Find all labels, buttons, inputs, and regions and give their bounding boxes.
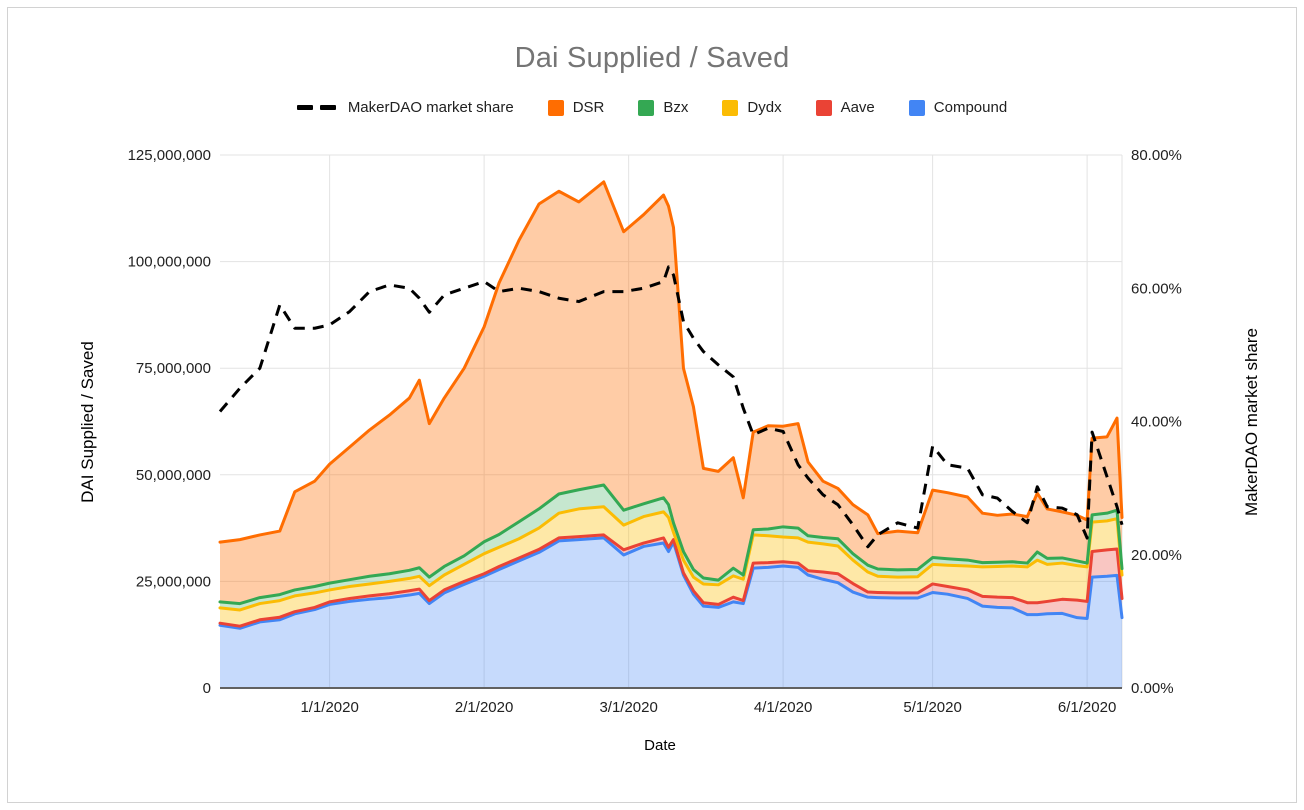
y-axis-right-title: MakerDAO market share bbox=[1242, 328, 1261, 516]
area-fill-compound bbox=[220, 537, 1122, 688]
legend-item-compound[interactable]: Compound bbox=[908, 99, 1008, 116]
y-left-tick-label: 100,000,000 bbox=[128, 254, 211, 271]
x-tick-label: 4/1/2020 bbox=[754, 699, 812, 716]
y-left-tick-label: 50,000,000 bbox=[136, 467, 211, 484]
y-left-tick-label: 75,000,000 bbox=[136, 360, 211, 377]
area-line-compound bbox=[218, 536, 1124, 630]
y-right-tick-label: 80.00% bbox=[1131, 147, 1182, 164]
legend-label: DSR bbox=[572, 99, 605, 116]
area-line-bzx bbox=[218, 483, 1124, 606]
y-left-tick-label: 125,000,000 bbox=[128, 147, 211, 164]
y-left-tick-label: 0 bbox=[203, 680, 211, 697]
legend-item-dsr[interactable]: DSR bbox=[547, 99, 605, 116]
chart-legend: MakerDAO market share DSR Bzx Dydx Aave Compo… bbox=[0, 99, 1304, 116]
y-right-tick-label: 0.00% bbox=[1131, 680, 1174, 697]
series-swatch-icon bbox=[815, 99, 832, 116]
dashed-line-marker-icon bbox=[296, 105, 336, 110]
legend-label: Dydx bbox=[747, 99, 782, 116]
series-swatch-icon bbox=[638, 99, 655, 116]
y-right-tick-label: 20.00% bbox=[1131, 547, 1182, 564]
legend-label: Compound bbox=[933, 99, 1008, 116]
x-axis-title: Date bbox=[644, 737, 676, 754]
x-tick-label: 1/1/2020 bbox=[300, 699, 358, 716]
x-tick-label: 6/1/2020 bbox=[1058, 699, 1116, 716]
area-line-dsr bbox=[218, 180, 1124, 544]
x-tick-label: 2/1/2020 bbox=[455, 699, 513, 716]
legend-item-bzx[interactable]: Bzx bbox=[638, 99, 688, 116]
legend-item-dydx[interactable]: Dydx bbox=[722, 99, 782, 116]
y-right-tick-label: 40.00% bbox=[1131, 414, 1182, 431]
legend-label: Aave bbox=[840, 99, 875, 116]
y-right-tick-label: 60.00% bbox=[1131, 280, 1182, 297]
area-fill-dsr bbox=[220, 181, 1122, 604]
legend-item-makerdao-market-share[interactable]: MakerDAO market share bbox=[296, 99, 514, 116]
makerdao-market-share-line bbox=[218, 265, 1124, 549]
series-swatch-icon bbox=[908, 99, 925, 116]
x-tick-label: 3/1/2020 bbox=[599, 699, 657, 716]
series-swatch-icon bbox=[547, 99, 564, 116]
chart-frame bbox=[7, 7, 1297, 803]
legend-item-aave[interactable]: Aave bbox=[815, 99, 875, 116]
chart-title: Dai Supplied / Saved bbox=[514, 42, 790, 74]
series-swatch-icon bbox=[722, 99, 739, 116]
legend-label: Bzx bbox=[663, 99, 689, 116]
y-axis-left-title: DAI Supplied / Saved bbox=[78, 341, 97, 503]
area-line-aave bbox=[218, 533, 1124, 628]
area-fill-dydx bbox=[220, 506, 1122, 627]
area-line-dydx bbox=[218, 505, 1124, 612]
legend-label: MakerDAO market share bbox=[347, 99, 514, 116]
x-tick-label: 5/1/2020 bbox=[903, 699, 961, 716]
y-left-tick-label: 25,000,000 bbox=[136, 573, 211, 590]
